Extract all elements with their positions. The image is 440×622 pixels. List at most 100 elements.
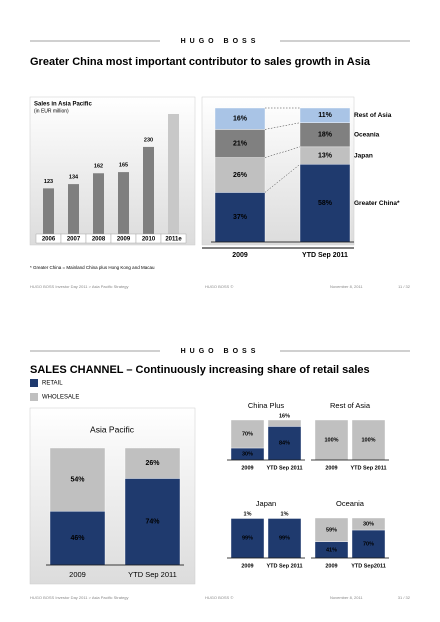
chart-title: Rest of Asia [330,401,371,410]
x-tick-label: 2009 [241,563,253,569]
footer: HUGO BOSS Investor Day 2011 > Asia Pacif… [30,284,129,289]
legend-swatch [30,393,38,401]
tick-box [160,233,187,244]
value-label: 58% [318,200,333,207]
footer: HUGO BOSS Investor Day 2011 > Asia Pacif… [30,595,129,600]
value-label: 30% [363,521,374,527]
value-label: 70% [363,541,374,547]
chart-panel [29,96,196,246]
value-label: 84% [279,441,290,447]
connector [264,164,301,193]
bar-segment [49,510,106,566]
footer: 11 / 32 [398,284,411,289]
x-tick-label: 2006 [42,237,56,243]
legend-label: Rest of Asia [354,112,392,119]
value-label: 1% [281,512,289,518]
value-label: 99% [242,536,253,542]
chart-subtitle: (in EUR million) [34,108,69,114]
bar-segment [267,419,302,427]
value-label: 162 [94,164,103,170]
bar-segment [314,419,349,461]
value-label: 54% [70,476,85,483]
value-label: 26% [233,172,248,179]
footer: November 8, 2011 [330,284,363,289]
value-label: 18% [318,132,333,139]
value-label: 30% [242,451,253,457]
x-tick-label: YTD Sep 2011 [266,563,302,569]
bar-segment [299,122,351,148]
value-label: 230 [144,137,153,143]
value-label: 41% [326,547,337,553]
value-label: 99% [279,536,290,542]
value-label: 13% [318,152,333,159]
value-label: 100% [361,437,375,443]
legend-label: RETAIL [42,381,63,387]
brand: HUGO BOSS [181,348,260,355]
value-label: 37% [233,214,248,221]
bar-segment [230,518,265,559]
footer: November 8, 2011 [330,595,363,600]
x-tick-label: 2009 [232,252,248,259]
bar-segment [214,157,266,193]
x-tick-label: 2009 [69,570,86,579]
x-tick-label: 2010 [142,237,156,243]
bar [43,188,54,236]
brand: HUGO BOSS [181,38,260,45]
legend-label: WHOLESALE [42,395,79,401]
x-tick-label: YTD Sep2011 [351,563,386,569]
chart-title: Sales in Asia Pacific [34,102,92,108]
bar-segment [124,447,181,479]
footnote: * Greater China = Mainland China plus Ho… [30,265,155,270]
bar [143,146,154,236]
bar-segment [214,107,266,130]
bar-segment [351,517,386,531]
legend-swatch [30,379,38,387]
value-label: 134 [69,175,79,181]
x-tick-label: 2009 [325,563,337,569]
value-label: 165 [119,163,128,169]
x-tick-label: 2011e [165,237,182,243]
chart-title: Oceania [336,499,365,508]
value-label: 21% [233,140,248,147]
x-tick-label: 2009 [117,237,131,243]
slide-title: Greater China most important contributor… [30,56,371,68]
bar-segment [49,447,106,512]
x-tick-label: YTD Sep 2011 [350,465,386,471]
bar-segment [351,529,386,559]
chart-title: China Plus [248,401,285,410]
x-tick-label: YTD Sep 2011 [302,252,348,259]
x-tick-label: 2008 [92,237,106,243]
chart-title: Japan [256,499,276,508]
bar [93,173,104,236]
x-tick-label: 2007 [67,237,81,243]
bar-segment [351,419,386,461]
bar-segment [314,517,349,542]
bar-segment [299,164,351,243]
bar [68,184,79,236]
legend-label: Oceania [354,132,380,139]
value-label: 11% [318,112,332,119]
x-tick-label: YTD Sep 2011 [266,465,302,471]
footer: 31 / 32 [398,595,411,600]
bar [168,114,179,236]
value-label: 16% [279,414,290,420]
x-tick-label: YTD Sep 2011 [128,570,177,579]
x-tick-label: 2009 [325,465,337,471]
value-label: 100% [324,437,338,443]
bar-segment [230,419,265,449]
value-label: 74% [145,519,160,526]
bar-segment [267,426,302,461]
footer: HUGO BOSS © [205,284,233,289]
legend-label: Greater China* [354,200,400,207]
legend-label: Japan [354,152,373,159]
value-label: 59% [326,527,337,533]
value-label: 123 [44,179,53,185]
bar-segment [214,192,266,243]
bar-segment [214,129,266,158]
bar [118,172,129,236]
value-label: 46% [70,535,85,542]
x-tick-label: 2009 [241,465,253,471]
chart-title: Asia Pacific [90,424,135,434]
footer: HUGO BOSS © [205,595,233,600]
